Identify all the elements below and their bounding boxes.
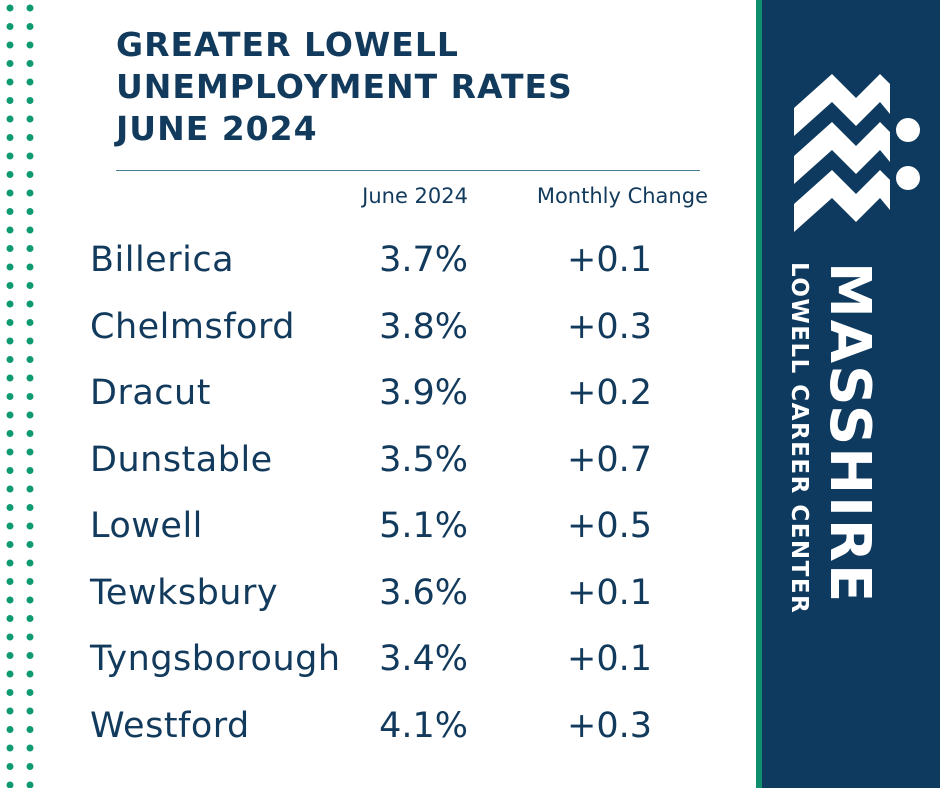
june-rate-value: 3.5% <box>379 440 468 480</box>
title-line: UNEMPLOYMENT RATES <box>116 67 573 106</box>
monthly-change-value: +0.3 <box>567 706 652 746</box>
brand-name: MASSHIRE <box>817 262 882 605</box>
page-title: GREATER LOWELL UNEMPLOYMENT RATES JUNE 2… <box>116 24 573 150</box>
june-rate-value: 5.1% <box>379 506 468 546</box>
town-name: Billerica <box>90 240 235 280</box>
june-rate-value: 3.8% <box>379 307 468 347</box>
june-rate-value: 3.4% <box>379 639 468 679</box>
town-name: Tyngsborough <box>90 639 341 679</box>
june-rate-value: 4.1% <box>379 706 468 746</box>
town-name: Lowell <box>90 506 203 546</box>
june-rate-value: 3.6% <box>379 573 468 613</box>
title-line: JUNE 2024 <box>116 109 318 148</box>
june-rate-value: 3.7% <box>379 240 468 280</box>
monthly-change-value: +0.2 <box>567 373 652 413</box>
town-name: Dunstable <box>90 440 273 480</box>
monthly-change-value: +0.3 <box>567 307 652 347</box>
title-line: GREATER LOWELL <box>116 25 459 64</box>
title-divider <box>116 170 700 171</box>
column-header-monthly-change: Monthly Change <box>536 184 708 208</box>
brand-subtitle: LOWELL CAREER CENTER <box>786 262 812 615</box>
monthly-change-value: +0.1 <box>567 639 652 679</box>
dot-pattern-decoration <box>6 4 34 788</box>
monthly-change-value: +0.1 <box>567 573 652 613</box>
brand-sidebar <box>756 0 940 788</box>
town-name: Tewksbury <box>90 573 279 613</box>
column-header-june-2024: June 2024 <box>362 184 468 208</box>
masshire-logo-icon <box>794 74 920 232</box>
monthly-change-value: +0.5 <box>567 506 652 546</box>
town-name: Westford <box>90 706 250 746</box>
monthly-change-value: +0.7 <box>567 440 652 480</box>
town-name: Dracut <box>90 373 211 413</box>
town-name: Chelmsford <box>90 307 295 347</box>
monthly-change-value: +0.1 <box>567 240 652 280</box>
june-rate-value: 3.9% <box>379 373 468 413</box>
